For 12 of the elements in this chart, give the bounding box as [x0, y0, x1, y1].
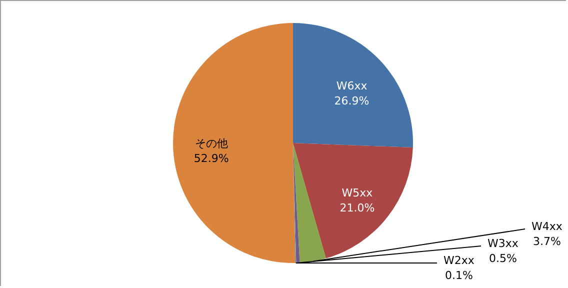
data-label: 52.9% [194, 152, 229, 165]
data-label: 0.1% [445, 269, 473, 282]
data-label: 3.7% [533, 235, 561, 248]
data-label: 0.5% [489, 252, 517, 265]
data-label: 21.0% [340, 201, 375, 214]
slice-label: W2xx [444, 254, 475, 267]
slice-label: W5xx [342, 186, 374, 200]
data-label: 26.9% [334, 94, 370, 108]
slice-label: W4xx [532, 220, 563, 233]
slice-label: W3xx [488, 237, 519, 250]
slice-label: W6xx [336, 79, 368, 92]
slice-label: その他 [194, 136, 228, 150]
